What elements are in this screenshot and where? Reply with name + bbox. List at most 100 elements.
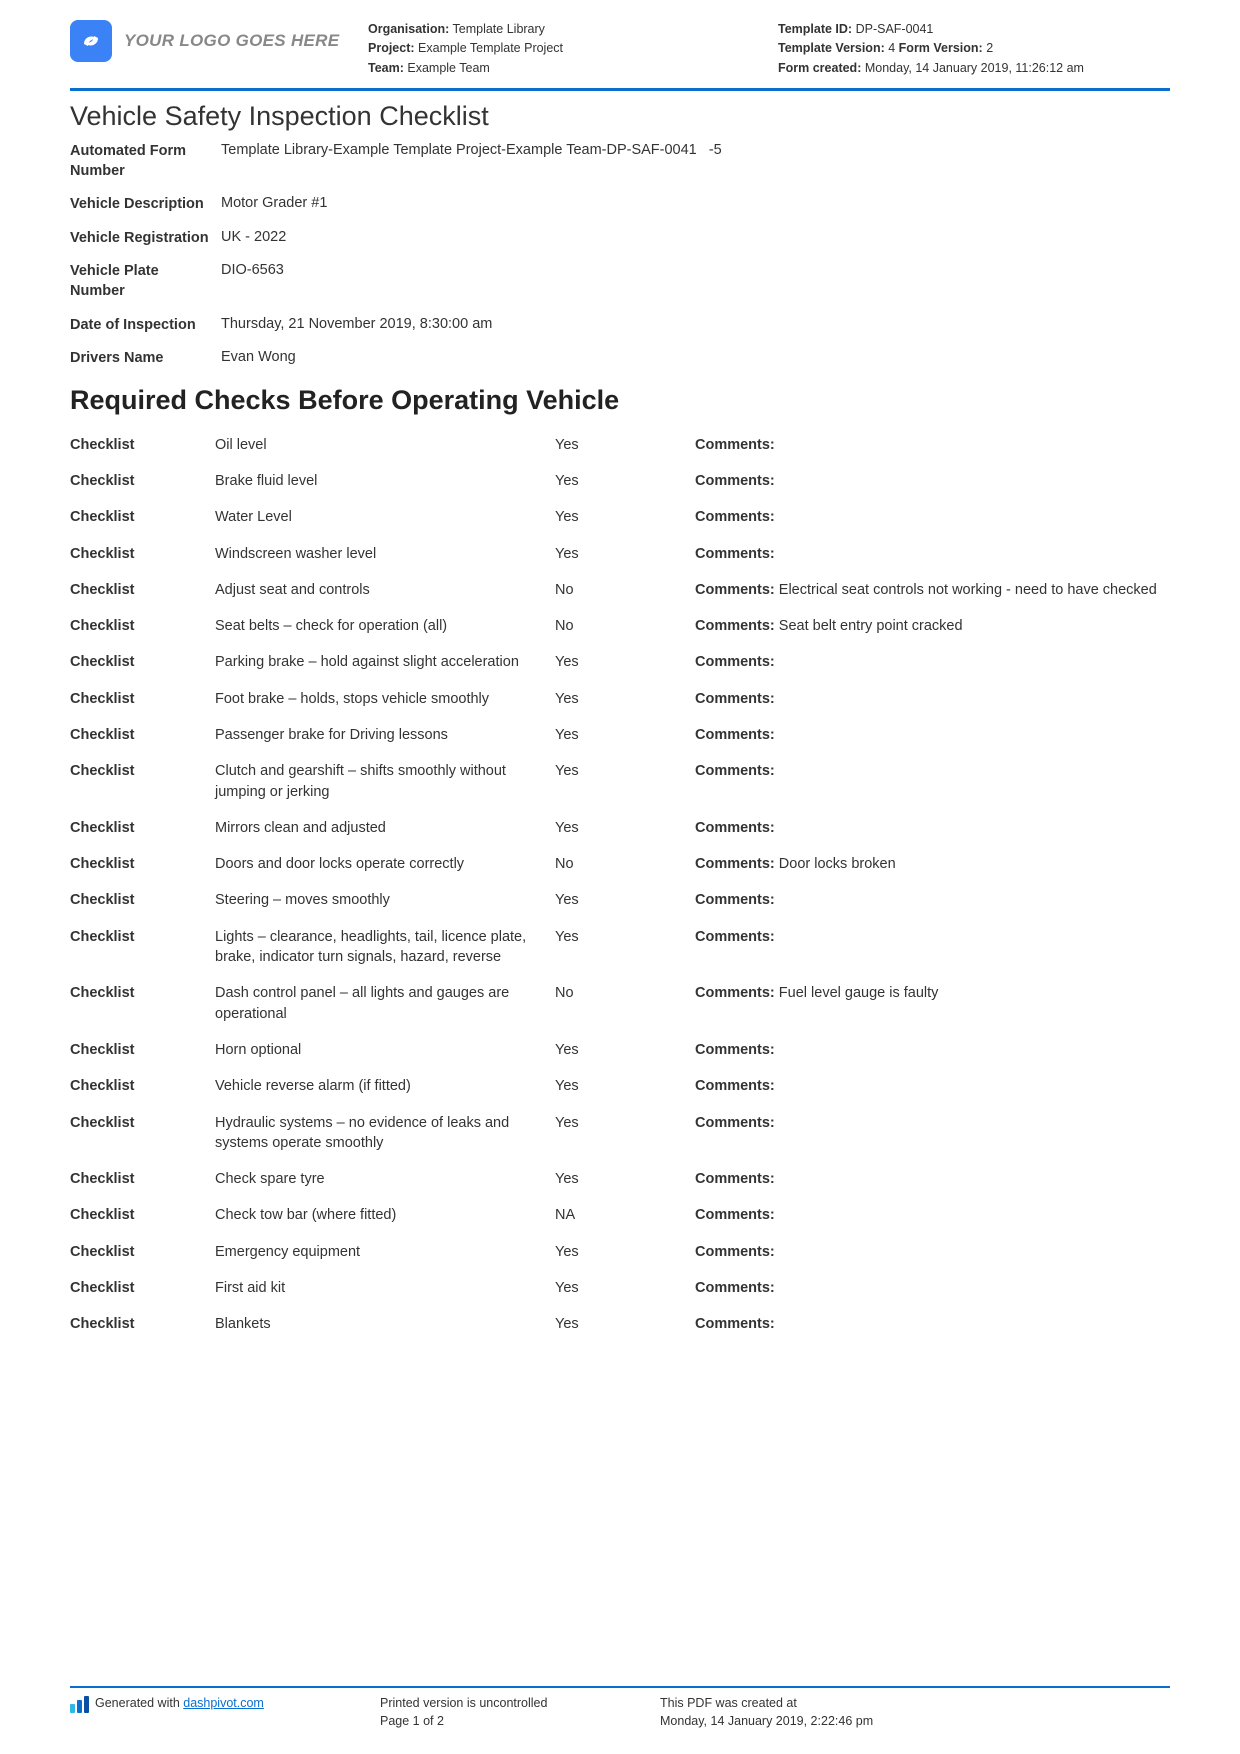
- form-version-label: Form Version:: [899, 41, 983, 55]
- checklist-item: Oil level: [215, 435, 555, 455]
- checklist-label: Checklist: [70, 818, 215, 838]
- field-row: Vehicle RegistrationUK - 2022: [70, 225, 1170, 259]
- checklist-comments: Comments:: [695, 471, 1170, 491]
- checklist-item: Water Level: [215, 507, 555, 527]
- checklist-item: Brake fluid level: [215, 471, 555, 491]
- checklist-row: ChecklistSteering – moves smoothlyYesCom…: [70, 885, 1170, 921]
- template-version-label: Template Version:: [778, 41, 885, 55]
- meta-left: Organisation: Template Library Project: …: [368, 20, 760, 78]
- checklist-row: ChecklistSeat belts – check for operatio…: [70, 611, 1170, 647]
- footer-right: This PDF was created at Monday, 14 Janua…: [660, 1694, 1170, 1730]
- checklist-row: ChecklistParking brake – hold against sl…: [70, 647, 1170, 683]
- checklist-row: ChecklistLights – clearance, headlights,…: [70, 922, 1170, 979]
- project-label: Project:: [368, 41, 415, 55]
- field-label: Automated Form Number: [70, 142, 215, 181]
- template-id-value: DP-SAF-0041: [856, 22, 934, 36]
- field-value: Template Library-Example Template Projec…: [215, 142, 1170, 181]
- swirl-icon: [78, 28, 104, 54]
- checklist-comments: Comments:: [695, 435, 1170, 455]
- template-version-value: 4: [888, 41, 895, 55]
- checklist-label: Checklist: [70, 652, 215, 672]
- field-label: Vehicle Registration: [70, 229, 215, 249]
- checklist-label: Checklist: [70, 890, 215, 910]
- field-row: Date of InspectionThursday, 21 November …: [70, 312, 1170, 346]
- team-label: Team:: [368, 61, 404, 75]
- checklist-result: Yes: [555, 652, 695, 672]
- checklist-result: Yes: [555, 818, 695, 838]
- checklist-item: Steering – moves smoothly: [215, 890, 555, 910]
- checklist-item: Lights – clearance, headlights, tail, li…: [215, 927, 555, 968]
- checklist-row: ChecklistBlanketsYesComments:: [70, 1309, 1170, 1345]
- project-value: Example Template Project: [418, 41, 563, 55]
- checklist-result: No: [555, 854, 695, 874]
- checklist-item: Clutch and gearshift – shifts smoothly w…: [215, 761, 555, 802]
- checklist-comments: Comments:: [695, 1278, 1170, 1298]
- checklist-label: Checklist: [70, 1076, 215, 1096]
- checklist-result: Yes: [555, 1113, 695, 1133]
- checklist-result: Yes: [555, 507, 695, 527]
- checklist-comments: Comments: Door locks broken: [695, 854, 1170, 874]
- page-title: Vehicle Safety Inspection Checklist: [70, 101, 1170, 132]
- checklist-label: Checklist: [70, 580, 215, 600]
- checklist-result: Yes: [555, 1040, 695, 1060]
- checklist-item: Mirrors clean and adjusted: [215, 818, 555, 838]
- checklist-result: NA: [555, 1205, 695, 1225]
- page-footer: Generated with dashpivot.com Printed ver…: [70, 1686, 1170, 1730]
- checklist-item: Blankets: [215, 1314, 555, 1334]
- checklist-result: Yes: [555, 1169, 695, 1189]
- checklist-row: ChecklistCheck tow bar (where fitted)NAC…: [70, 1200, 1170, 1236]
- checklist-result: Yes: [555, 435, 695, 455]
- page-number: Page 1 of 2: [380, 1712, 660, 1730]
- dashpivot-link[interactable]: dashpivot.com: [183, 1696, 264, 1710]
- checklist-item: Foot brake – holds, stops vehicle smooth…: [215, 689, 555, 709]
- checklist-row: ChecklistOil levelYesComments:: [70, 430, 1170, 466]
- checklist-comments: Comments:: [695, 1242, 1170, 1262]
- checklist-comments: Comments: Electrical seat controls not w…: [695, 580, 1170, 600]
- form-created-value: Monday, 14 January 2019, 11:26:12 am: [865, 61, 1084, 75]
- checklist-item: Check tow bar (where fitted): [215, 1205, 555, 1225]
- checklist-result: Yes: [555, 927, 695, 947]
- checklist-row: ChecklistClutch and gearshift – shifts s…: [70, 756, 1170, 813]
- checklist-item: Dash control panel – all lights and gaug…: [215, 983, 555, 1024]
- checklist-label: Checklist: [70, 1169, 215, 1189]
- org-value: Template Library: [453, 22, 545, 36]
- checklist-row: ChecklistAdjust seat and controlsNoComme…: [70, 575, 1170, 611]
- checklist-item: Passenger brake for Driving lessons: [215, 725, 555, 745]
- checklist-label: Checklist: [70, 854, 215, 874]
- checklist-row: ChecklistWindscreen washer levelYesComme…: [70, 539, 1170, 575]
- checklist-result: Yes: [555, 890, 695, 910]
- field-label: Vehicle Plate Number: [70, 262, 215, 301]
- template-id-label: Template ID:: [778, 22, 852, 36]
- checklist-result: Yes: [555, 471, 695, 491]
- checklist-result: Yes: [555, 544, 695, 564]
- checklist-result: No: [555, 983, 695, 1003]
- checklist-comments: Comments:: [695, 1040, 1170, 1060]
- checklist-result: Yes: [555, 725, 695, 745]
- checklist-item: Horn optional: [215, 1040, 555, 1060]
- checklist-item: Hydraulic systems – no evidence of leaks…: [215, 1113, 555, 1154]
- field-label: Vehicle Description: [70, 195, 215, 215]
- checklist-label: Checklist: [70, 1040, 215, 1060]
- page-header: YOUR LOGO GOES HERE Organisation: Templa…: [70, 20, 1170, 91]
- form-fields: Automated Form NumberTemplate Library-Ex…: [70, 138, 1170, 379]
- field-label: Date of Inspection: [70, 316, 215, 336]
- checklist-item: First aid kit: [215, 1278, 555, 1298]
- field-label: Drivers Name: [70, 349, 215, 369]
- logo-block: YOUR LOGO GOES HERE: [70, 20, 350, 62]
- checklist-comments: Comments:: [695, 689, 1170, 709]
- checklist-item: Vehicle reverse alarm (if fitted): [215, 1076, 555, 1096]
- checklist-comments: Comments:: [695, 507, 1170, 527]
- checklist-row: ChecklistFirst aid kitYesComments:: [70, 1273, 1170, 1309]
- checklist-comments: Comments:: [695, 725, 1170, 745]
- footer-middle: Printed version is uncontrolled Page 1 o…: [380, 1694, 660, 1730]
- checklist-label: Checklist: [70, 544, 215, 564]
- field-row: Vehicle Plate NumberDIO-6563: [70, 258, 1170, 311]
- uncontrolled-text: Printed version is uncontrolled: [380, 1694, 660, 1712]
- checklist-comments: Comments:: [695, 1169, 1170, 1189]
- checklist-row: ChecklistVehicle reverse alarm (if fitte…: [70, 1071, 1170, 1107]
- form-version-value: 2: [986, 41, 993, 55]
- checklist-row: ChecklistPassenger brake for Driving les…: [70, 720, 1170, 756]
- checklist-comments: Comments:: [695, 761, 1170, 781]
- field-value: UK - 2022: [215, 229, 1170, 249]
- checklist-item: Emergency equipment: [215, 1242, 555, 1262]
